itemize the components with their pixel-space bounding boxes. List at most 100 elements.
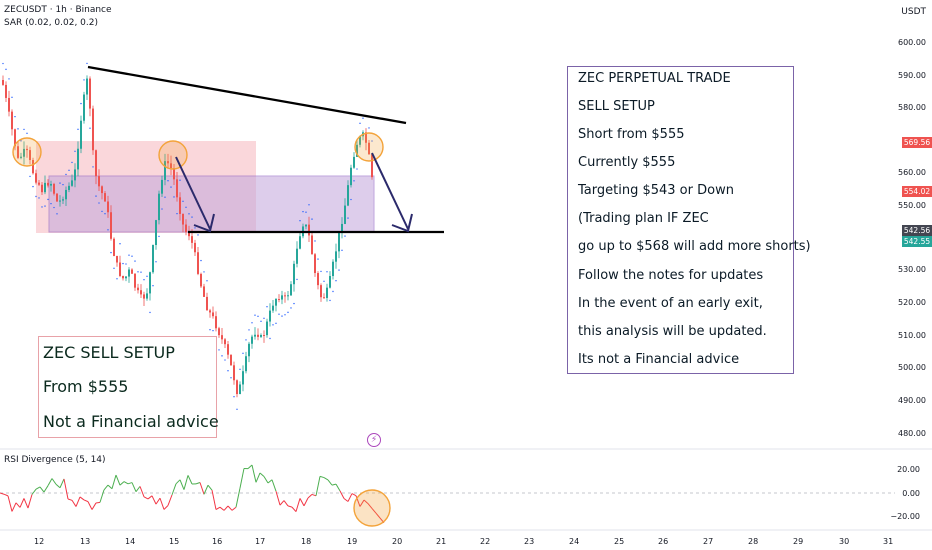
sar-dot [281, 315, 283, 317]
rsi-segment [283, 500, 289, 507]
candle-body [14, 129, 16, 147]
rsi-segment [307, 494, 313, 499]
candle-body [80, 120, 82, 149]
rsi-title[interactable]: RSI Divergence (5, 14) [4, 455, 106, 465]
candle-body [152, 244, 154, 273]
sar-dot [335, 280, 337, 282]
candle-body [92, 108, 94, 151]
rsi-segment [0, 492, 5, 495]
sar-dot [326, 271, 328, 273]
rsi-segment [63, 478, 69, 500]
rsi-segment [51, 478, 57, 485]
sar-dot [59, 182, 61, 184]
candle-body [251, 336, 253, 344]
candle-body [317, 273, 319, 286]
rsi-segment [259, 472, 265, 477]
rsi-segment [207, 484, 213, 491]
sar-dot [68, 169, 70, 172]
symbol-title[interactable]: ZECUSDT · 1h · Binance [4, 5, 112, 15]
sar-dot [14, 115, 16, 118]
sar-dot [200, 259, 202, 262]
sar-indicator-label[interactable]: SAR (0.02, 0.02, 0.2) [4, 18, 99, 28]
sar-dot [71, 161, 73, 164]
sell-setup-box[interactable]: ZEC SELL SETUP From $555 Not a Financial… [38, 336, 219, 438]
candle-body [353, 156, 355, 168]
time-tick: 18 [301, 537, 312, 546]
sar-dot [257, 315, 259, 318]
sar-dot [338, 269, 340, 271]
sar-dot [221, 355, 223, 357]
candle-body [26, 148, 28, 151]
sar-dot [11, 96, 13, 99]
sar-dot [170, 186, 172, 188]
rsi-segment [187, 475, 193, 485]
rsi-segment [47, 478, 53, 486]
candle-body [290, 284, 292, 296]
candle-body [326, 287, 328, 298]
sar-dot [194, 227, 196, 229]
sar-dot [122, 262, 124, 265]
candle-body [65, 189, 67, 200]
note-line: ZEC PERPETUAL TRADE [578, 71, 731, 86]
candle-body [38, 182, 40, 185]
candle-body [182, 213, 184, 225]
rsi-segment [99, 489, 105, 503]
rsi-segment [323, 477, 329, 481]
sar-dot [206, 280, 208, 282]
candle-body [158, 193, 160, 221]
candle-body [230, 354, 232, 366]
sar-dot [305, 211, 307, 213]
candle-body [101, 186, 103, 194]
rsi-segment [359, 499, 365, 507]
rsi-segment [19, 498, 25, 508]
candle-body [44, 182, 46, 193]
sar-dot [317, 258, 319, 260]
rsi-segment [123, 481, 129, 485]
price-tick: 510.00 [898, 331, 926, 340]
rsi-segment [127, 482, 133, 485]
note-line: Targeting $543 or Down [578, 183, 734, 198]
candle-body [170, 163, 172, 169]
sar-dot [164, 196, 166, 198]
sar-dot [95, 195, 97, 197]
rsi-segment [311, 493, 317, 497]
candle-body [296, 248, 298, 264]
sar-dot [188, 213, 190, 215]
rsi-segment [171, 483, 177, 496]
sar-dot [254, 314, 256, 316]
candle-body [167, 161, 169, 164]
left-note-line: From $555 [43, 377, 129, 396]
candle-body [77, 148, 79, 170]
note-line: Follow the notes for updates [578, 268, 764, 283]
candle-body [218, 328, 220, 336]
sar-dot [362, 117, 364, 119]
rsi-segment [351, 493, 357, 497]
candle-body [62, 199, 64, 201]
rsi-segment [147, 495, 153, 500]
price-tick: 490.00 [898, 396, 926, 405]
candle-body [113, 238, 115, 256]
rsi-segment [95, 501, 101, 504]
lightning-icon[interactable]: ⚡ [367, 433, 381, 447]
trade-notes-box[interactable]: ZEC PERPETUAL TRADE SELL SETUP Short fro… [567, 66, 811, 374]
candle-body [212, 312, 214, 317]
price-tick: 600.00 [898, 38, 926, 47]
rsi-segment [303, 497, 309, 507]
rsi-segment [55, 483, 61, 489]
rsi-segment [315, 476, 321, 496]
sar-dot [26, 132, 28, 135]
rsi-segment [11, 502, 17, 512]
sar-dot [113, 267, 115, 269]
rsi-segment [167, 494, 173, 506]
sar-dot [17, 128, 19, 130]
note-line: In the event of an early exit, [578, 296, 763, 311]
time-tick: 25 [614, 537, 625, 546]
sar-dot [158, 235, 160, 238]
sar-dot [101, 210, 103, 213]
rsi-segment [15, 502, 21, 508]
rsi-segment [339, 490, 345, 499]
candle-body [248, 343, 250, 357]
rsi-segment [251, 464, 257, 483]
sar-dot [50, 202, 52, 205]
